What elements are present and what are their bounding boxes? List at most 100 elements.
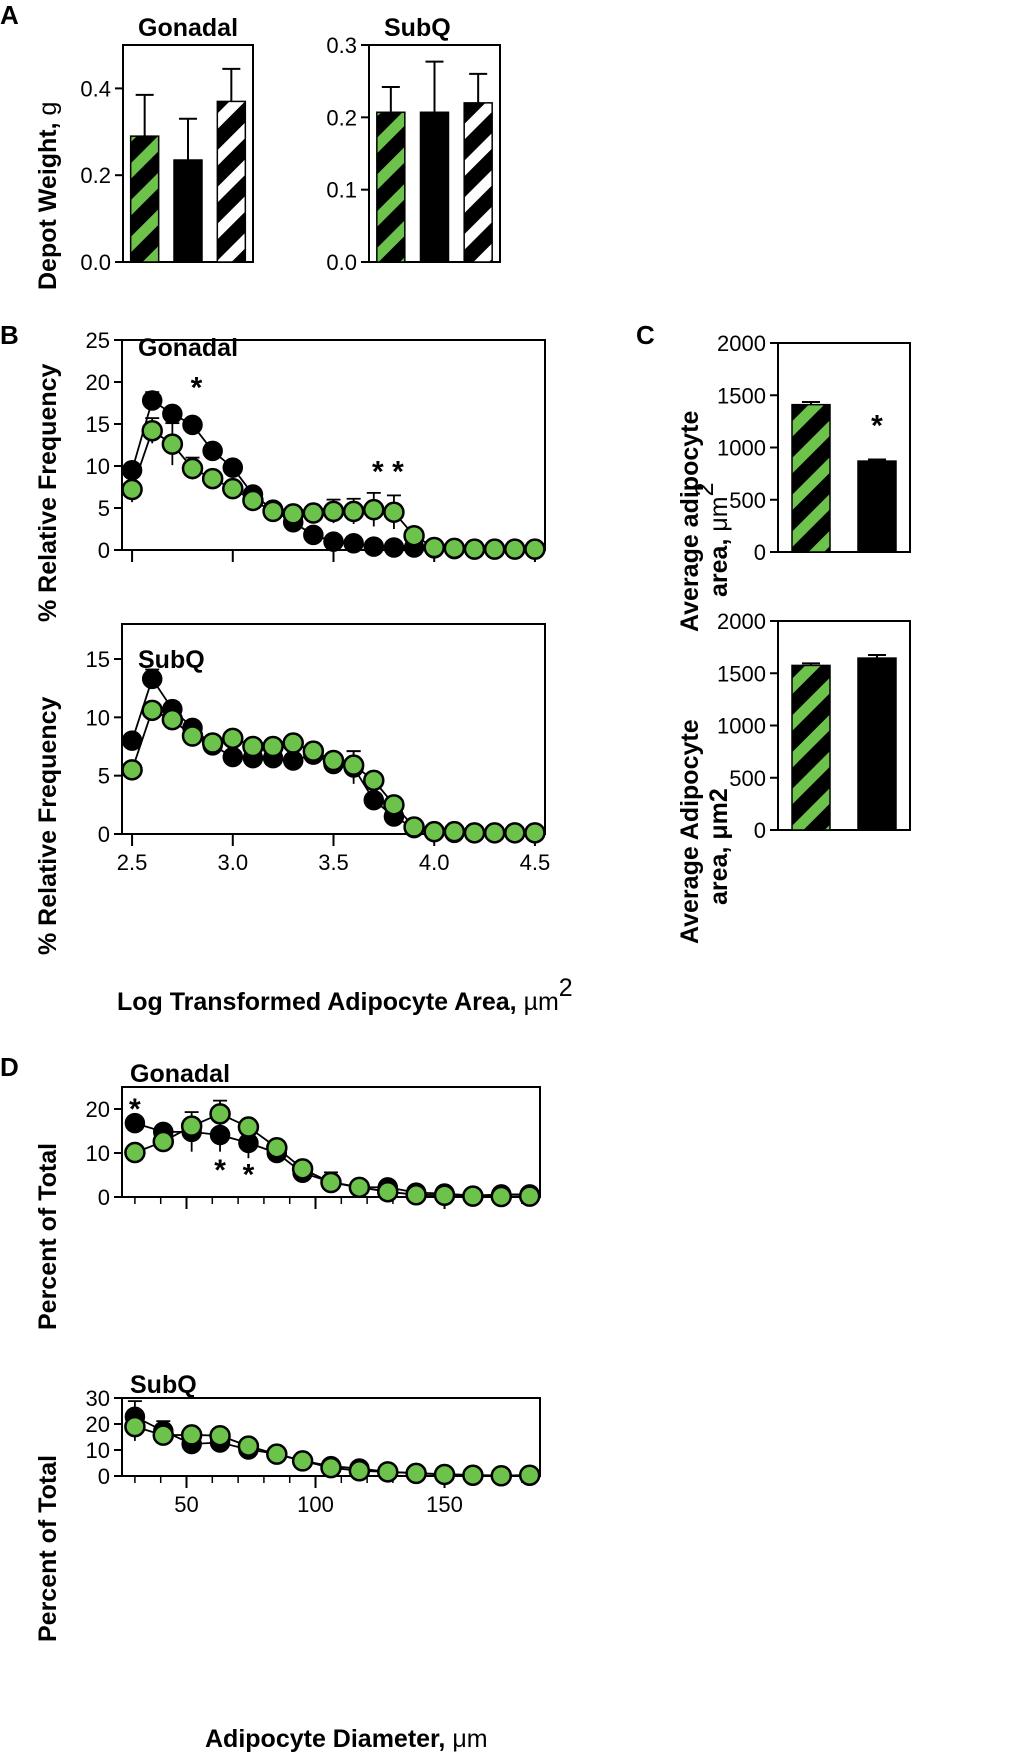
x-axis-label-b: Log Transformed Adipocyte Area, µm2: [117, 974, 573, 1016]
A-subq-bar-green-stripe: [376, 111, 406, 263]
B-subq-black-data-point: [363, 789, 385, 811]
B-gonadal-green-data-point: [363, 498, 385, 521]
C-bottom-y-tick-label: 1500: [717, 661, 766, 686]
chart-c-bottom-average-area: 0 500 1000 1500 2000: [717, 609, 911, 843]
B-subq-green-data-point: [201, 732, 224, 754]
A-subq-bar-white-stripe: [463, 102, 493, 263]
B-gonadal-green-data-point: [443, 537, 466, 560]
D-gonadal-green-data-point: [237, 1116, 260, 1138]
B-gonadal-significance-star: *: [191, 371, 203, 404]
D-gonadal-green-data-point: [490, 1185, 513, 1208]
B-gonadal-y-tick-label: 15: [86, 412, 110, 437]
B-gonadal-green-data-point: [504, 538, 526, 560]
chart-title-a-subq: SubQ: [384, 14, 451, 42]
B-subq-green-data-point: [181, 725, 204, 747]
A-gonadal-y-tick-label: 0.4: [80, 76, 111, 101]
C-top-y-tick-label: 1000: [717, 436, 766, 461]
y-axis-label-c-bottom-line1: Average Adipocyte: [676, 719, 704, 944]
D-subq-x-tick-label: 150: [426, 1492, 463, 1517]
A-gonadal-y-tick-label: 0.0: [80, 250, 111, 275]
y-axis-label-c-top-line1: Average adipocyte: [676, 411, 704, 632]
B-gonadal-black-data-point: [323, 531, 344, 552]
D-gonadal-y-tick-label: 0: [98, 1185, 110, 1210]
y-axis-label-b-subq: % Relative Frequency: [34, 696, 62, 955]
A-gonadal-bar-white-stripe: [216, 100, 247, 263]
D-gonadal-green-data-point: [462, 1185, 484, 1207]
B-gonadal-black-data-point: [343, 533, 364, 554]
y-axis-label-b-gonadal: % Relative Frequency: [34, 363, 62, 622]
B-gonadal-green-data-point: [222, 477, 244, 500]
B-gonadal-green-data-point: [282, 503, 304, 525]
chart-title-a-gonadal: Gonadal: [138, 14, 238, 42]
A-gonadal-bar-solid-black: [173, 159, 203, 263]
B-gonadal-green-data-point: [383, 501, 405, 523]
D-gonadal-green-data-point: [180, 1115, 203, 1137]
B-subq-green-data-point: [262, 735, 284, 758]
chart-b-subq-frequency: 0 5 10 15 2.5 3.0 3.5 4.0 4.5: [86, 623, 551, 875]
D-subq-green-data-point: [320, 1456, 342, 1479]
x-axis-label-d: Adipocyte Diameter, μm: [205, 1725, 488, 1752]
D-gonadal-green-data-point: [124, 1141, 146, 1164]
D-gonadal-green-data-point: [152, 1130, 175, 1153]
B-gonadal-y-tick-label: 25: [86, 328, 110, 353]
D-subq-green-data-point: [237, 1435, 260, 1457]
B-subq-y-tick-label: 5: [98, 764, 110, 789]
B-gonadal-black-data-point: [202, 440, 223, 462]
chart-a-subq-depot-weight: 0.0 0.1 0.2 0.3: [326, 33, 501, 275]
B-subq-green-data-point: [383, 794, 405, 816]
B-subq-green-data-point: [302, 740, 325, 762]
B-gonadal-black-data-point: [182, 414, 203, 436]
panel-letter-c: C: [636, 320, 655, 350]
B-subq-green-data-point: [504, 822, 526, 844]
C-top-y-tick-label: 500: [729, 488, 766, 513]
B-gonadal-green-data-point: [161, 433, 184, 455]
B-subq-green-data-point: [443, 820, 466, 843]
D-subq-green-data-point: [433, 1463, 456, 1486]
B-gonadal-green-data-point: [423, 536, 445, 559]
D-subq-y-tick-label: 10: [86, 1438, 110, 1463]
C-bottom-y-tick-label: 0: [754, 818, 766, 843]
B-gonadal-black-data-point: [141, 390, 163, 411]
D-subq-green-data-point: [152, 1424, 175, 1446]
D-gonadal-green-data-point: [348, 1176, 371, 1199]
D-subq-green-data-point: [490, 1464, 513, 1487]
B-gonadal-black-data-point: [303, 524, 324, 546]
B-subq-black-data-point: [282, 750, 304, 771]
D-subq-green-data-point: [377, 1461, 399, 1483]
y-axis-label-d-gonadal: Percent of Total: [34, 1143, 62, 1330]
D-gonadal-y-tick-label: 10: [86, 1141, 110, 1166]
D-subq-green-data-point: [518, 1464, 541, 1486]
B-gonadal-y-tick-label: 10: [86, 454, 110, 479]
B-subq-x-tick-label: 3.5: [318, 850, 349, 875]
B-subq-green-data-point: [322, 749, 345, 772]
B-subq-green-data-point: [222, 727, 244, 750]
D-subq-green-data-point: [405, 1462, 427, 1485]
B-subq-green-data-point: [342, 754, 365, 776]
D-gonadal-green-data-point: [209, 1103, 231, 1125]
B-subq-green-data-point: [423, 820, 445, 843]
D-gonadal-green-data-point: [405, 1184, 427, 1206]
chart-title-d-subq: SubQ: [130, 1371, 197, 1399]
D-gonadal-significance-star: *: [129, 1093, 141, 1126]
B-gonadal-black-data-point: [363, 536, 385, 557]
y-axis-label-c-top-line2: area, μm2: [691, 483, 733, 597]
D-subq-green-data-point: [124, 1415, 146, 1438]
B-gonadal-y-tick-label: 0: [98, 538, 110, 563]
C-bottom-y-tick-label: 1000: [717, 714, 766, 739]
B-subq-x-tick-label: 2.5: [117, 850, 148, 875]
D-subq-x-tick-label: 50: [174, 1492, 198, 1517]
B-subq-green-data-point: [282, 732, 304, 754]
B-subq-black-data-point: [141, 668, 163, 690]
B-gonadal-black-data-point: [162, 403, 183, 425]
D-gonadal-significance-star: *: [214, 1154, 226, 1187]
A-subq-y-tick-label: 0.2: [326, 105, 357, 130]
B-gonadal-green-data-point: [141, 419, 163, 442]
D-gonadal-black-data-point: [124, 1112, 146, 1134]
chart-title-d-gonadal: Gonadal: [130, 1060, 230, 1088]
panel-letter-b: B: [0, 320, 19, 350]
B-subq-black-data-point: [121, 730, 143, 751]
C-top-y-tick-label: 1500: [717, 383, 766, 408]
B-subq-x-tick-label: 4.5: [520, 850, 551, 875]
